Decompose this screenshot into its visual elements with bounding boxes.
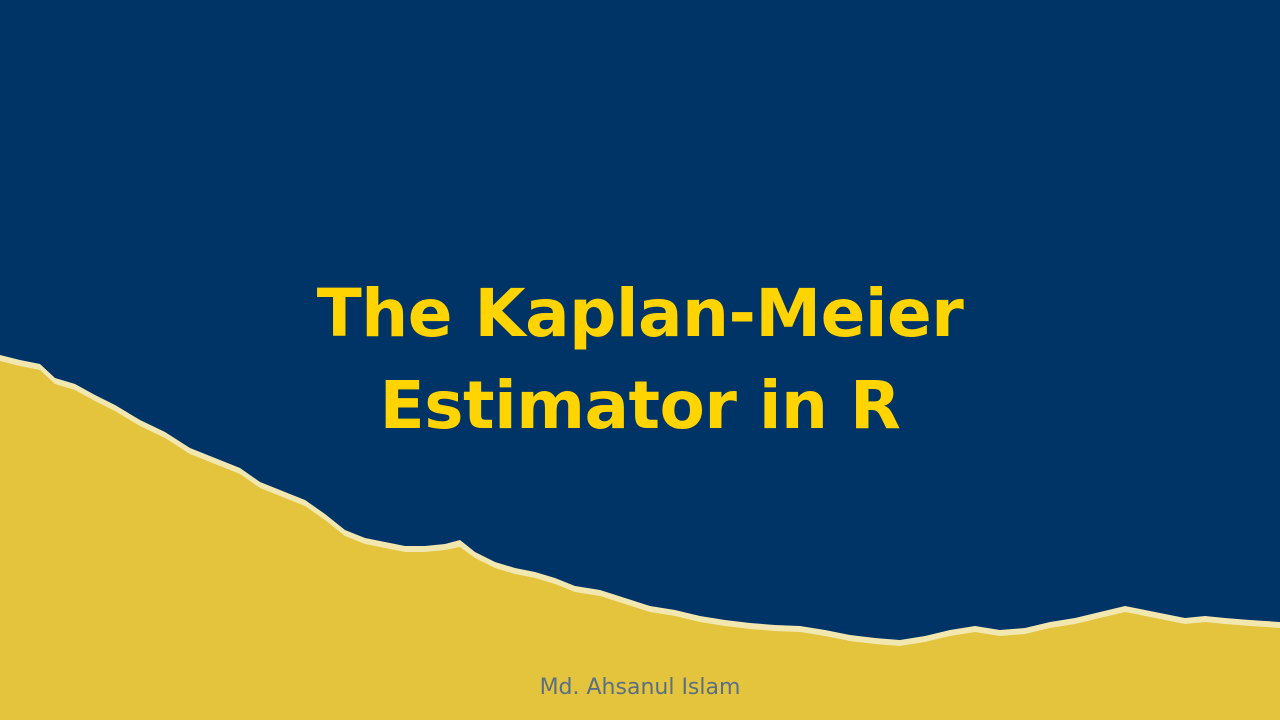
- title-line-2: Estimator in R: [379, 367, 901, 444]
- yellow-paper: [0, 361, 1280, 720]
- slide-title: The Kaplan-Meier Estimator in R: [0, 268, 1280, 452]
- author-name: Md. Ahsanul Islam: [539, 675, 741, 700]
- title-line-1: The Kaplan-Meier: [316, 275, 964, 352]
